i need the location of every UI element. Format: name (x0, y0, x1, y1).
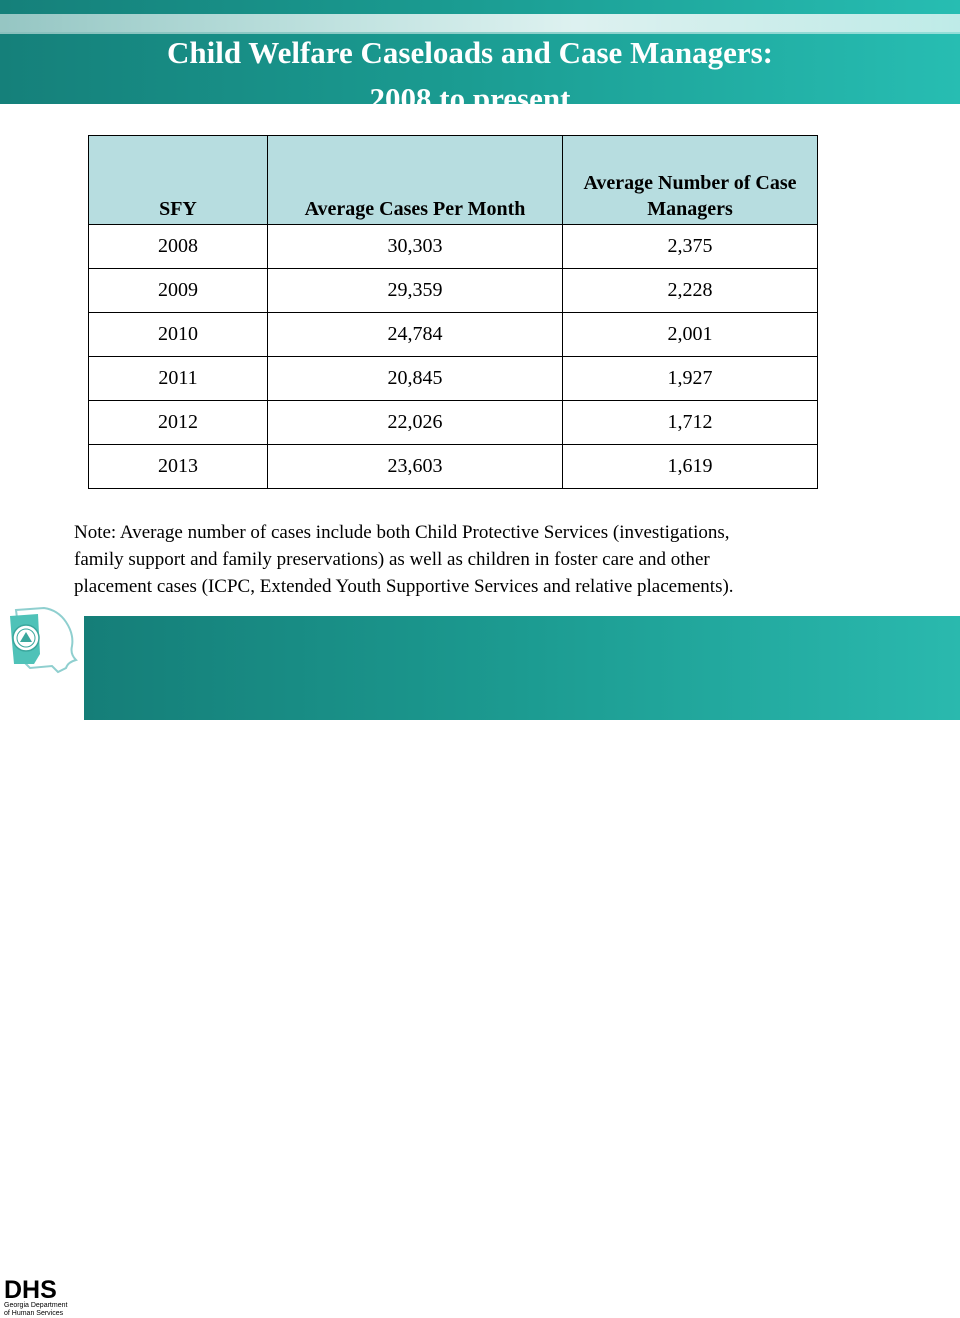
banner-stripe (0, 14, 960, 32)
cell-avg-cases: 22,026 (267, 400, 563, 445)
cell-sfy: 2010 (88, 312, 268, 357)
footnote-line: Note: Average number of cases include bo… (74, 522, 730, 543)
logo-subtitle: Georgia Department of Human Services (4, 1302, 82, 1318)
cell-avg-case-managers: 1,712 (562, 400, 818, 445)
table-row: 2013 23,603 1,619 (88, 444, 818, 489)
cell-avg-case-managers: 1,927 (562, 356, 818, 401)
footnote-line: family support and family preservations)… (74, 549, 710, 570)
logo-wordmark: DHS (4, 1276, 57, 1304)
cell-sfy: 2011 (88, 356, 268, 401)
cell-sfy: 2013 (88, 444, 268, 489)
logo-subtitle-line2: of Human Services (4, 1310, 64, 1317)
footnote: Note: Average number of cases include bo… (74, 519, 934, 600)
slide-title-line1: Child Welfare Caseloads and Case Manager… (167, 35, 773, 70)
cell-avg-cases: 30,303 (267, 224, 563, 269)
dhs-logo: DHS Georgia Department of Human Services (0, 602, 84, 1317)
banner-stripe-thin (0, 32, 960, 34)
title-banner: Child Welfare Caseloads and Case Manager… (0, 0, 960, 104)
footer-band (84, 616, 960, 720)
slide-title-line2: 2008 to present (369, 81, 571, 104)
cell-avg-cases: 29,359 (267, 268, 563, 313)
cell-sfy: 2009 (88, 268, 268, 313)
column-header-avg-case-managers: Average Number of Case Managers (562, 135, 818, 225)
table-row: 2010 24,784 2,001 (88, 312, 818, 357)
table-row: 2011 20,845 1,927 (88, 356, 818, 401)
caseload-table: SFY Average Cases Per Month Average Numb… (88, 135, 818, 489)
cell-avg-cases: 20,845 (267, 356, 563, 401)
cell-avg-case-managers: 1,619 (562, 444, 818, 489)
georgia-head-icon (10, 606, 78, 674)
table-header-row: SFY Average Cases Per Month Average Numb… (88, 135, 818, 225)
cell-sfy: 2008 (88, 224, 268, 269)
slide-title: Child Welfare Caseloads and Case Manager… (0, 30, 940, 104)
table-row: 2009 29,359 2,228 (88, 268, 818, 313)
column-header-sfy: SFY (88, 135, 268, 225)
logo-subtitle-line1: Georgia Department (4, 1302, 68, 1309)
cell-avg-cases: 24,784 (267, 312, 563, 357)
cell-sfy: 2012 (88, 400, 268, 445)
column-header-avg-cases: Average Cases Per Month (267, 135, 563, 225)
table-row: 2012 22,026 1,712 (88, 400, 818, 445)
cell-avg-case-managers: 2,001 (562, 312, 818, 357)
footnote-line: placement cases (ICPC, Extended Youth Su… (74, 576, 734, 597)
table-row: 2008 30,303 2,375 (88, 224, 818, 269)
cell-avg-case-managers: 2,375 (562, 224, 818, 269)
cell-avg-cases: 23,603 (267, 444, 563, 489)
cell-avg-case-managers: 2,228 (562, 268, 818, 313)
